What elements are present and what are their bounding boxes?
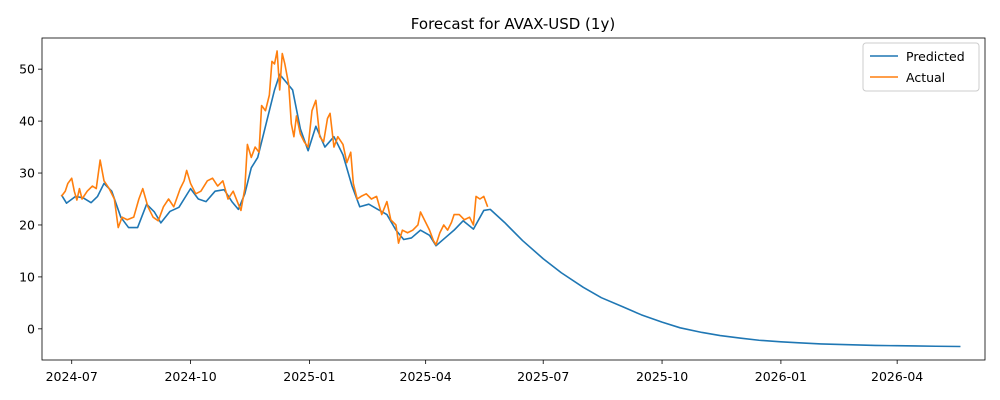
series-line-predicted xyxy=(60,73,961,348)
x-tick-label: 2025-01 xyxy=(283,369,335,384)
y-tick-label: 40 xyxy=(19,114,35,129)
legend: Predicted Actual xyxy=(862,42,980,92)
series-layer xyxy=(60,50,961,348)
ticks-layer: 2024-07 2024-10 2025-01 2025-04 2025-07 2025-… xyxy=(19,62,923,384)
x-tick-label: 2025-07 xyxy=(517,369,569,384)
x-tick-label: 2025-04 xyxy=(400,369,452,384)
x-tick-label: 2026-01 xyxy=(755,369,807,384)
x-tick-label: 2024-10 xyxy=(164,369,216,384)
axes-layer xyxy=(41,37,986,361)
y-tick-label: 30 xyxy=(19,166,35,181)
y-tick-label: 10 xyxy=(19,269,35,284)
x-tick-label: 2025-10 xyxy=(636,369,688,384)
y-tick-label: 20 xyxy=(19,217,35,232)
legend-label-predicted: Predicted xyxy=(906,49,965,64)
x-tick-label: 2026-04 xyxy=(871,369,923,384)
plot-frame xyxy=(41,37,986,361)
y-tick-label: 0 xyxy=(27,321,35,336)
chart-title: Forecast for AVAX-USD (1y) xyxy=(411,15,615,33)
series-line-actual xyxy=(60,50,489,246)
y-tick-label: 50 xyxy=(19,62,35,77)
legend-frame xyxy=(862,42,980,92)
x-tick-label: 2024-07 xyxy=(46,369,98,384)
legend-label-actual: Actual xyxy=(906,70,945,85)
